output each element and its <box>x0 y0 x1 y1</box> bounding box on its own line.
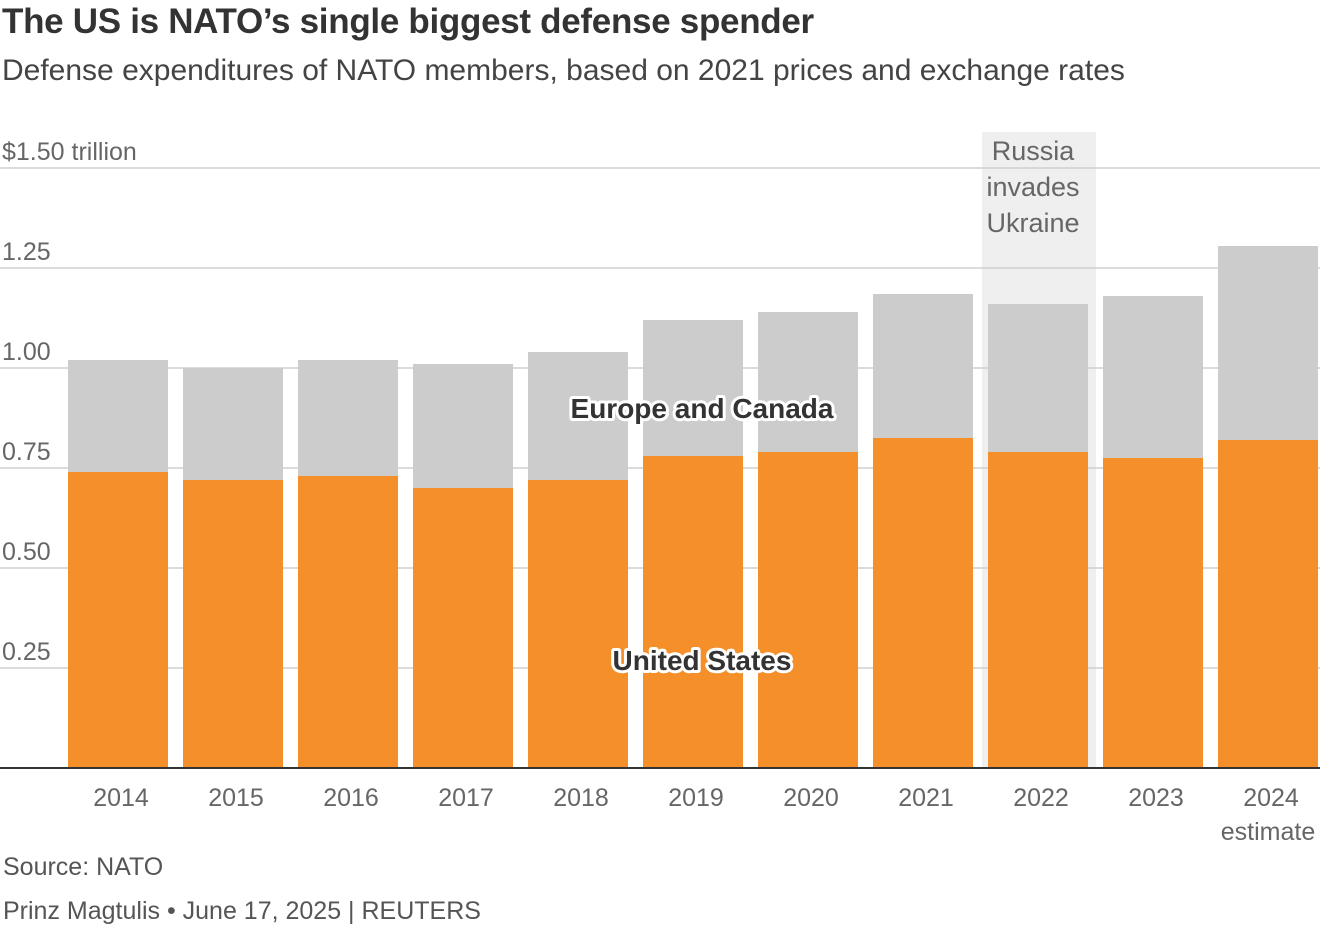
bar-united-states <box>758 452 858 768</box>
bar-united-states <box>183 480 283 768</box>
bar-united-states <box>988 452 1088 768</box>
bar-europe-and-canada <box>1103 296 1203 458</box>
chart-subtitle: Defense expenditures of NATO members, ba… <box>2 54 1125 87</box>
chart-title: The US is NATO’s single biggest defense … <box>2 2 814 41</box>
source-note: Source: NATO <box>3 853 164 881</box>
x-tick-sublabel: estimate <box>1221 818 1315 846</box>
y-tick-label: 1.00 <box>2 338 51 366</box>
x-tick-label: 2019 <box>668 784 724 812</box>
stacked-bar-chart: 0.25 0.50 0.75 1.00 1.25 $1.50 trillion 2014 20… <box>0 132 1320 846</box>
bar-europe-and-canada <box>413 364 513 488</box>
bar-europe-and-canada <box>1218 246 1318 440</box>
x-tick-label: 2021 <box>898 784 954 812</box>
bar-united-states <box>528 480 628 768</box>
annotation-text: invades <box>986 172 1079 202</box>
bar-united-states <box>68 472 168 768</box>
bar-europe-and-canada <box>873 294 973 438</box>
y-tick-label: $1.50 trillion <box>2 138 137 166</box>
series-label: Europe and Canada <box>571 393 834 424</box>
y-tick-label: 0.50 <box>2 538 51 566</box>
bar-united-states <box>1218 440 1318 768</box>
x-tick-label: 2024 <box>1243 784 1299 812</box>
bar-united-states <box>1103 458 1203 768</box>
bar-united-states <box>873 438 973 768</box>
credit-line: Prinz Magtulis • June 17, 2025 | REUTERS <box>3 897 481 925</box>
x-tick-label: 2017 <box>438 784 494 812</box>
y-tick-label: 0.75 <box>2 438 51 466</box>
bar-europe-and-canada <box>68 360 168 472</box>
bar-europe-and-canada <box>643 320 743 456</box>
bar-europe-and-canada <box>988 304 1088 452</box>
bar-united-states <box>643 456 743 768</box>
x-tick-label: 2018 <box>553 784 609 812</box>
bar-europe-and-canada <box>528 352 628 480</box>
x-tick-label: 2015 <box>208 784 264 812</box>
series-label: United States <box>613 645 792 676</box>
x-tick-label: 2016 <box>323 784 379 812</box>
bar-europe-and-canada <box>183 368 283 480</box>
annotation-text: Russia <box>992 136 1076 166</box>
bar-united-states <box>298 476 398 768</box>
bar-europe-and-canada <box>298 360 398 476</box>
x-tick-label: 2014 <box>93 784 149 812</box>
annotation-text: Ukraine <box>986 208 1079 238</box>
y-tick-label: 1.25 <box>2 238 51 266</box>
bar-europe-and-canada <box>758 312 858 452</box>
x-tick-label: 2022 <box>1013 784 1069 812</box>
bar-united-states <box>413 488 513 768</box>
x-tick-label: 2023 <box>1128 784 1184 812</box>
y-tick-label: 0.25 <box>2 638 51 666</box>
x-tick-label: 2020 <box>783 784 839 812</box>
